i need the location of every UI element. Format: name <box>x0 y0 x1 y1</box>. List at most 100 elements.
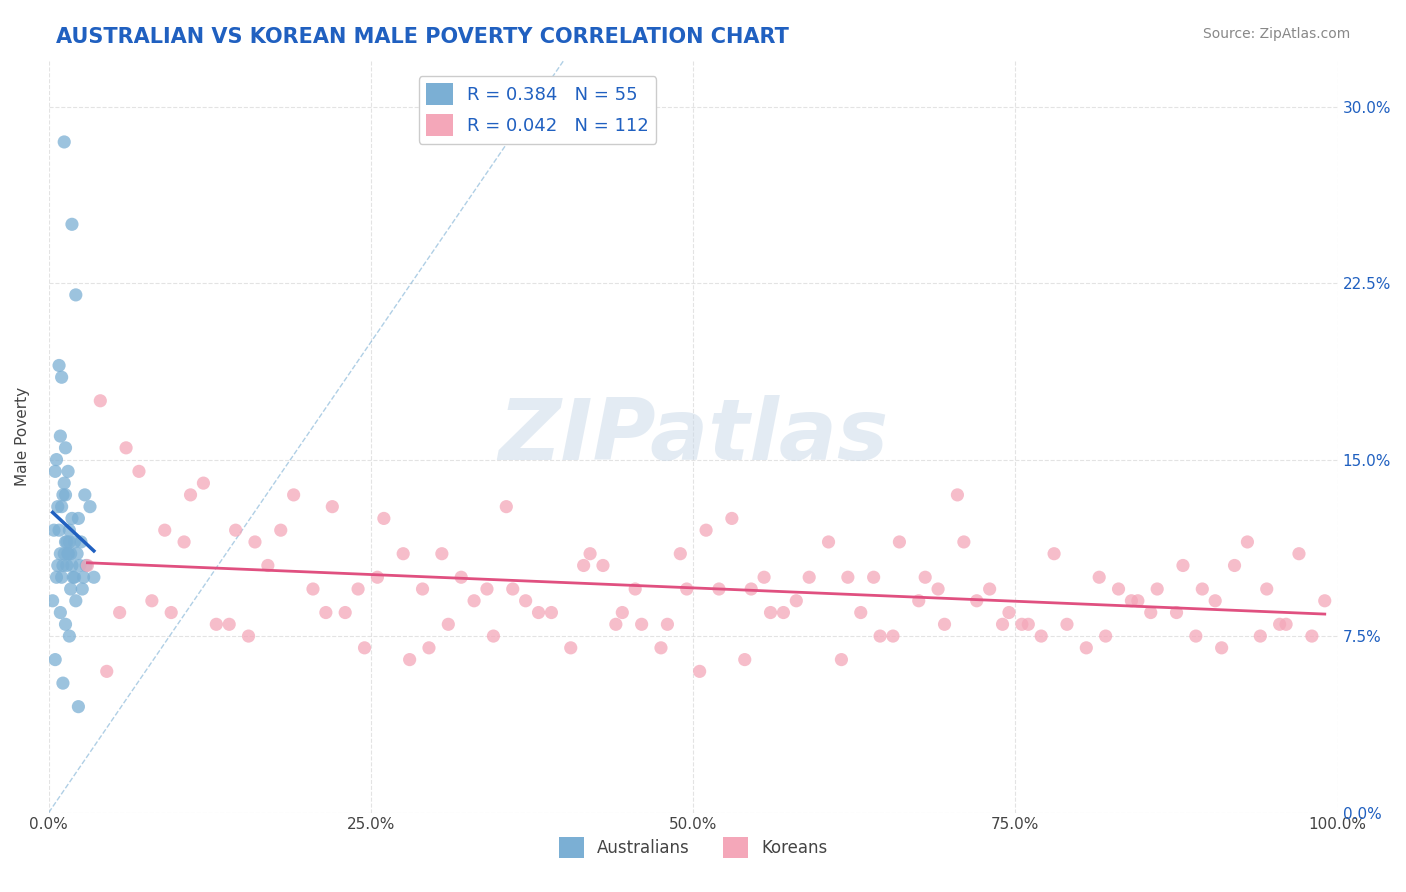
Point <box>141 594 163 608</box>
Point <box>412 582 434 596</box>
Point <box>46 500 69 514</box>
Point <box>49 547 72 561</box>
Point <box>1236 535 1258 549</box>
Point <box>675 582 697 596</box>
Point <box>49 429 72 443</box>
Point <box>502 582 524 596</box>
Point <box>1171 558 1194 573</box>
Point <box>128 464 150 478</box>
Point <box>560 640 582 655</box>
Text: AUSTRALIAN VS KOREAN MALE POVERTY CORRELATION CHART: AUSTRALIAN VS KOREAN MALE POVERTY CORREL… <box>56 27 789 46</box>
Point <box>418 640 440 655</box>
Point <box>475 582 498 596</box>
Point <box>669 547 692 561</box>
Point <box>1139 606 1161 620</box>
Point <box>59 547 82 561</box>
Point <box>56 547 79 561</box>
Point <box>540 606 562 620</box>
Point <box>243 535 266 549</box>
Point <box>1185 629 1208 643</box>
Point <box>45 570 67 584</box>
Point <box>862 570 884 584</box>
Point <box>42 523 65 537</box>
Point <box>302 582 325 596</box>
Point <box>60 558 83 573</box>
Y-axis label: Male Poverty: Male Poverty <box>15 386 30 485</box>
Point <box>630 617 652 632</box>
Point <box>759 606 782 620</box>
Point <box>366 570 388 584</box>
Point <box>53 547 76 561</box>
Point <box>66 547 89 561</box>
Point <box>180 488 202 502</box>
Point <box>56 558 79 573</box>
Point <box>991 617 1014 632</box>
Point <box>270 523 292 537</box>
Point <box>998 606 1021 620</box>
Point <box>605 617 627 632</box>
Point <box>44 652 66 666</box>
Point <box>218 617 240 632</box>
Point <box>734 652 756 666</box>
Legend: R = 0.384   N = 55, R = 0.042   N = 112: R = 0.384 N = 55, R = 0.042 N = 112 <box>419 76 657 144</box>
Point <box>1268 617 1291 632</box>
Point <box>953 535 976 549</box>
Point <box>56 547 79 561</box>
Point <box>52 558 75 573</box>
Point <box>882 629 904 643</box>
Point <box>83 570 105 584</box>
Point <box>695 523 717 537</box>
Point <box>1031 629 1053 643</box>
Point <box>927 582 949 596</box>
Point <box>1256 582 1278 596</box>
Point <box>430 547 453 561</box>
Point <box>907 594 929 608</box>
Point <box>463 594 485 608</box>
Point <box>1076 640 1098 655</box>
Point <box>347 582 370 596</box>
Point <box>51 500 73 514</box>
Point <box>1043 547 1066 561</box>
Point <box>63 535 86 549</box>
Point <box>72 582 94 596</box>
Point <box>689 665 711 679</box>
Point <box>752 570 775 584</box>
Point <box>1108 582 1130 596</box>
Point <box>579 547 602 561</box>
Point <box>52 676 75 690</box>
Point <box>1088 570 1111 584</box>
Point <box>52 488 75 502</box>
Point <box>56 464 79 478</box>
Point <box>612 606 634 620</box>
Point <box>41 594 63 608</box>
Point <box>1301 629 1323 643</box>
Point <box>1011 617 1033 632</box>
Point <box>65 288 87 302</box>
Point <box>53 135 76 149</box>
Point <box>1146 582 1168 596</box>
Point <box>817 535 839 549</box>
Point <box>437 617 460 632</box>
Point <box>76 558 98 573</box>
Point <box>979 582 1001 596</box>
Point <box>946 488 969 502</box>
Point <box>849 606 872 620</box>
Point <box>1121 594 1143 608</box>
Point <box>495 500 517 514</box>
Point <box>1017 617 1039 632</box>
Point <box>321 500 343 514</box>
Point <box>373 511 395 525</box>
Point <box>79 500 101 514</box>
Point <box>225 523 247 537</box>
Point <box>55 441 77 455</box>
Point <box>55 617 77 632</box>
Point <box>1249 629 1271 643</box>
Point <box>721 511 744 525</box>
Point <box>837 570 859 584</box>
Point <box>1191 582 1213 596</box>
Point <box>772 606 794 620</box>
Point <box>108 606 131 620</box>
Point <box>392 547 415 561</box>
Text: ZIPatlas: ZIPatlas <box>498 394 889 477</box>
Point <box>96 665 118 679</box>
